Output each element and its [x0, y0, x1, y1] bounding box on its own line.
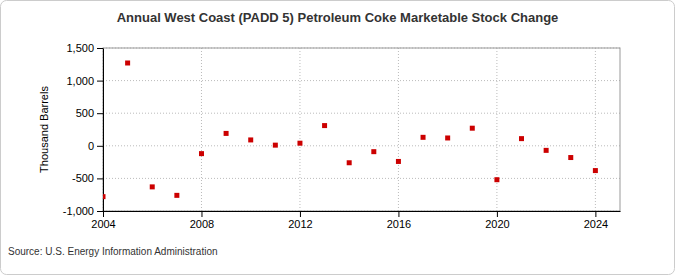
point — [445, 135, 450, 140]
y-tick-mark — [97, 211, 103, 212]
point — [371, 149, 376, 154]
y-tick: 1,500 — [66, 42, 103, 54]
point — [519, 136, 524, 141]
plot-frame — [103, 48, 620, 211]
chart: 2004 2008 2012 2016 2020 2024 -1,000 -500 0 500 1,… — [0, 0, 675, 275]
y-tick-mark — [97, 146, 103, 147]
point — [322, 123, 327, 128]
x-tick: 2020 — [485, 211, 509, 230]
y-tick: 0 — [88, 140, 103, 152]
y-tick: 1,000 — [66, 75, 103, 87]
y-axis-line — [103, 49, 104, 212]
grid-line-x — [595, 48, 596, 211]
point — [396, 159, 401, 164]
point — [421, 135, 426, 140]
point — [273, 143, 278, 148]
grid-line-x — [201, 48, 202, 211]
y-tick-label: 0 — [88, 140, 94, 152]
point — [544, 148, 549, 153]
grid-line-y — [103, 113, 620, 114]
background — [1, 1, 675, 275]
y-tick: -500 — [72, 172, 103, 184]
point — [568, 155, 573, 160]
x-tick-label: 2004 — [91, 218, 115, 230]
x-tick-label: 2012 — [288, 218, 312, 230]
y-tick-mark — [97, 81, 103, 82]
x-tick-mark — [103, 211, 104, 217]
grid-line-y — [103, 80, 620, 81]
x-tick: 2008 — [190, 211, 214, 230]
title: Annual West Coast (PADD 5) Petroleum Cok… — [117, 10, 559, 25]
x-tick-mark — [398, 211, 399, 217]
y-tick: 500 — [76, 107, 103, 119]
y-tick-mark — [97, 113, 103, 114]
x-tick-mark — [497, 211, 498, 217]
y-tick-label: -500 — [72, 172, 94, 184]
point — [470, 126, 475, 131]
x-tick: 2004 — [91, 211, 115, 230]
y-tick-mark — [97, 48, 103, 49]
x-tick-label: 2016 — [387, 218, 411, 230]
grid — [103, 48, 620, 211]
point — [103, 194, 106, 199]
x-axis-line — [104, 211, 621, 212]
x-tick: 2016 — [387, 211, 411, 230]
grid-line-x — [299, 48, 300, 211]
x-tick-label: 2024 — [584, 218, 608, 230]
point — [593, 168, 598, 173]
x-tick: 2024 — [584, 211, 608, 230]
y-tick-label: 500 — [76, 107, 94, 119]
x-tick-label: 2008 — [190, 218, 214, 230]
point — [199, 151, 204, 156]
x-tick: 2012 — [288, 211, 312, 230]
x-tick-mark — [595, 211, 596, 217]
point — [297, 141, 302, 146]
y-tick-mark — [97, 178, 103, 179]
point — [494, 177, 499, 182]
y-tick-label: 1,500 — [66, 42, 94, 54]
source: Source: U.S. Energy Information Administ… — [8, 246, 218, 257]
x-tick-mark — [300, 211, 301, 217]
point — [224, 131, 229, 136]
x-axis: 2004 2008 2012 2016 2020 2024 — [91, 211, 620, 230]
x-tick-mark — [201, 211, 202, 217]
point — [174, 193, 179, 198]
point — [125, 60, 130, 65]
y-tick-label: -1,000 — [63, 205, 94, 217]
point — [347, 160, 352, 165]
y-axis: -1,000 -500 0 500 1,000 1,500 — [63, 42, 104, 217]
grid-line-y — [103, 145, 620, 146]
point — [248, 137, 253, 142]
grid-line-x — [398, 48, 399, 211]
y-tick-label: 1,000 — [66, 75, 94, 87]
y-axis-title: Thousand Barrels — [38, 86, 50, 173]
grid-line-y — [103, 178, 620, 179]
point — [150, 184, 155, 189]
grid-line-x — [496, 48, 497, 211]
y-tick: -1,000 — [63, 205, 103, 217]
x-tick-label: 2020 — [485, 218, 509, 230]
points — [103, 60, 598, 199]
